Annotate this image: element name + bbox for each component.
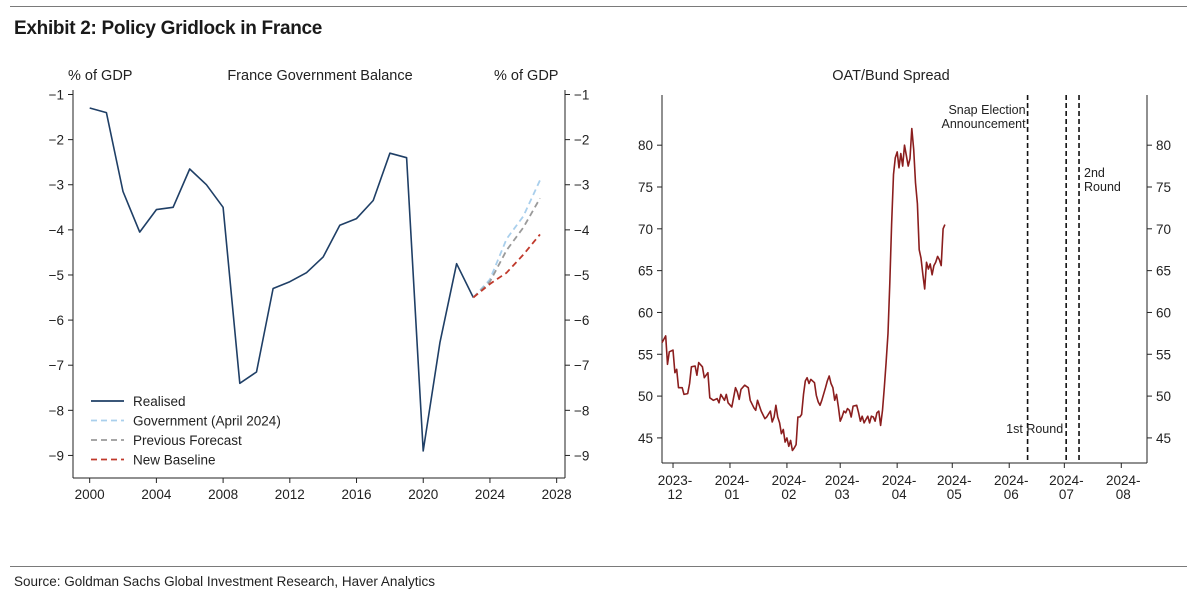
chart1-ytick-label-right: −8 xyxy=(574,403,589,418)
exhibit-title: Exhibit 2: Policy Gridlock in France xyxy=(14,18,323,39)
chart1-ytick-label-right: −3 xyxy=(574,178,589,193)
chart2-ytick-label-right: 80 xyxy=(1156,138,1171,153)
event-marker-label-0: Snap Election xyxy=(948,103,1025,117)
chart2-xtick-label: 05 xyxy=(947,487,962,502)
event-marker-label-2: Round xyxy=(1084,180,1121,194)
chart2-ytick-label: 80 xyxy=(638,138,653,153)
chart2-ytick-label-right: 70 xyxy=(1156,222,1171,237)
chart1-ytick-label-right: −7 xyxy=(574,358,589,373)
chart1-series-line-3 xyxy=(472,233,541,299)
top-rule xyxy=(10,6,1187,7)
chart2-xtick-label: 04 xyxy=(892,487,908,502)
chart1-xtick-label: 2024 xyxy=(475,487,506,502)
chart2-xtick-label: 2024- xyxy=(715,473,750,488)
chart1-ytick-label-right: −4 xyxy=(574,223,590,238)
chart2-xtick-label: 01 xyxy=(724,487,739,502)
chart1-ytick-label: −6 xyxy=(49,313,64,328)
chart2-ytick-label-right: 65 xyxy=(1156,264,1171,279)
legend-label-3: New Baseline xyxy=(133,453,216,468)
chart1-ytick-label: −3 xyxy=(49,178,64,193)
chart1-ylabel-right: % of GDP xyxy=(494,68,558,84)
chart1-xtick-label: 2012 xyxy=(275,487,305,502)
chart1-ytick-label: −1 xyxy=(49,88,64,103)
legend-label-2: Previous Forecast xyxy=(133,433,242,448)
chart2-ytick-label: 65 xyxy=(638,264,653,279)
chart1-ytick-label-right: −5 xyxy=(574,268,589,283)
chart2-xtick-label: 2024- xyxy=(994,473,1029,488)
chart1-xtick-label: 2028 xyxy=(542,487,572,502)
chart2-xtick-label: 2024- xyxy=(772,473,807,488)
bottom-rule xyxy=(10,566,1187,567)
chart2-ytick-label-right: 75 xyxy=(1156,180,1171,195)
chart1-ytick-label: −7 xyxy=(49,358,64,373)
chart2-xtick-label: 08 xyxy=(1116,487,1131,502)
chart2-xtick-label: 2024- xyxy=(1049,473,1084,488)
chart2-ytick-label: 60 xyxy=(638,305,653,320)
chart1-series-line-0 xyxy=(89,107,475,452)
chart2-ytick-label: 70 xyxy=(638,222,653,237)
chart2-ytick-label: 45 xyxy=(638,431,653,446)
event-marker-label-2: 2nd xyxy=(1084,166,1105,180)
chart2-xtick-label: 2024- xyxy=(937,473,972,488)
chart2-xtick-label: 12 xyxy=(668,487,683,502)
chart2-xtick-label: 2024- xyxy=(882,473,917,488)
chart1-xtick-label: 2016 xyxy=(342,487,372,502)
event-marker-label-1: 1st Round xyxy=(1006,422,1063,436)
chart1-series-line-2 xyxy=(472,197,541,299)
chart2-ytick-label-right: 55 xyxy=(1156,347,1171,362)
chart1-ytick-label-right: −2 xyxy=(574,133,589,148)
chart1-ytick-label-right: −1 xyxy=(574,88,589,103)
chart2-xtick-label: 02 xyxy=(781,487,796,502)
chart1-ytick-label: −2 xyxy=(49,133,64,148)
chart1-xtick-label: 2004 xyxy=(141,487,172,502)
chart1-xtick-label: 2008 xyxy=(208,487,238,502)
chart2-ytick-label-right: 45 xyxy=(1156,431,1171,446)
chart1-ytick-label-right: −9 xyxy=(574,448,589,463)
chart2-xtick-label: 06 xyxy=(1004,487,1019,502)
chart2-xtick-label: 07 xyxy=(1059,487,1074,502)
chart1-title: France Government Balance xyxy=(227,68,412,84)
chart2-title: OAT/Bund Spread xyxy=(832,68,949,84)
chart1-ylabel-left: % of GDP xyxy=(68,68,132,84)
chart2-xtick-label: 2024- xyxy=(825,473,860,488)
chart1-ytick-label: −5 xyxy=(49,268,64,283)
chart2-ytick-label-right: 60 xyxy=(1156,305,1171,320)
event-marker-label-0: Announcement xyxy=(941,117,1026,131)
chart1-ytick-label-right: −6 xyxy=(574,313,589,328)
chart1-xtick-label: 2000 xyxy=(75,487,105,502)
chart1-ytick-label: −8 xyxy=(49,403,64,418)
chart2-xtick-label: 2023- xyxy=(658,473,693,488)
chart2-ytick-label: 55 xyxy=(638,347,653,362)
source-note: Source: Goldman Sachs Global Investment … xyxy=(14,574,435,589)
chart2-xtick-label: 03 xyxy=(835,487,850,502)
chart2-ytick-label: 75 xyxy=(638,180,653,195)
chart1-xtick-label: 2020 xyxy=(408,487,438,502)
legend-label-0: Realised xyxy=(133,394,186,409)
legend-label-1: Government (April 2024) xyxy=(133,414,281,429)
chart2-xtick-label: 2024- xyxy=(1106,473,1141,488)
chart2-ytick-label-right: 50 xyxy=(1156,389,1171,404)
chart1-ytick-label: −9 xyxy=(49,448,64,463)
chart2-ytick-label: 50 xyxy=(638,389,653,404)
spread-series-line xyxy=(661,127,946,452)
chart1-ytick-label: −4 xyxy=(49,223,65,238)
